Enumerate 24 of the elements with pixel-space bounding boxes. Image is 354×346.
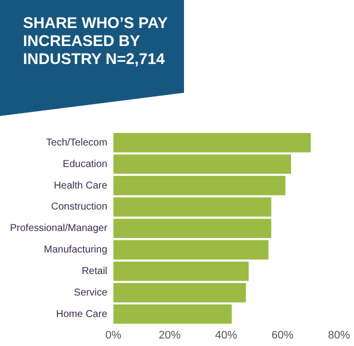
bar [113, 283, 246, 302]
bar [113, 133, 311, 152]
y-tick-label: Retail [82, 266, 108, 277]
bar [113, 154, 292, 174]
bar [113, 197, 272, 217]
y-tick-label: Professional/Manager [10, 223, 108, 234]
x-tick-label: 80% [328, 329, 350, 342]
y-tick-label: Construction [51, 202, 108, 213]
x-tick-label: 0% [105, 329, 122, 342]
bar [113, 262, 249, 281]
x-tick-label: 40% [215, 329, 238, 342]
x-tick-label: 20% [158, 329, 181, 342]
y-tick-label: Education [62, 158, 108, 170]
y-tick-label: Health Care [54, 180, 108, 192]
y-tick-label: Home Care [56, 308, 108, 320]
chart-title: SHARE WHO’S PAY INCREASED BY INDUSTRY N=2,714 [23, 15, 168, 69]
bar [113, 176, 286, 196]
y-tick-label: Manufacturing [44, 244, 108, 256]
bar [113, 304, 232, 324]
y-tick-label: Tech/Telecom [46, 137, 108, 148]
bar [113, 218, 272, 238]
bar [113, 240, 268, 260]
x-tick-label: 60% [272, 329, 294, 342]
y-tick-label: Service [74, 287, 108, 298]
